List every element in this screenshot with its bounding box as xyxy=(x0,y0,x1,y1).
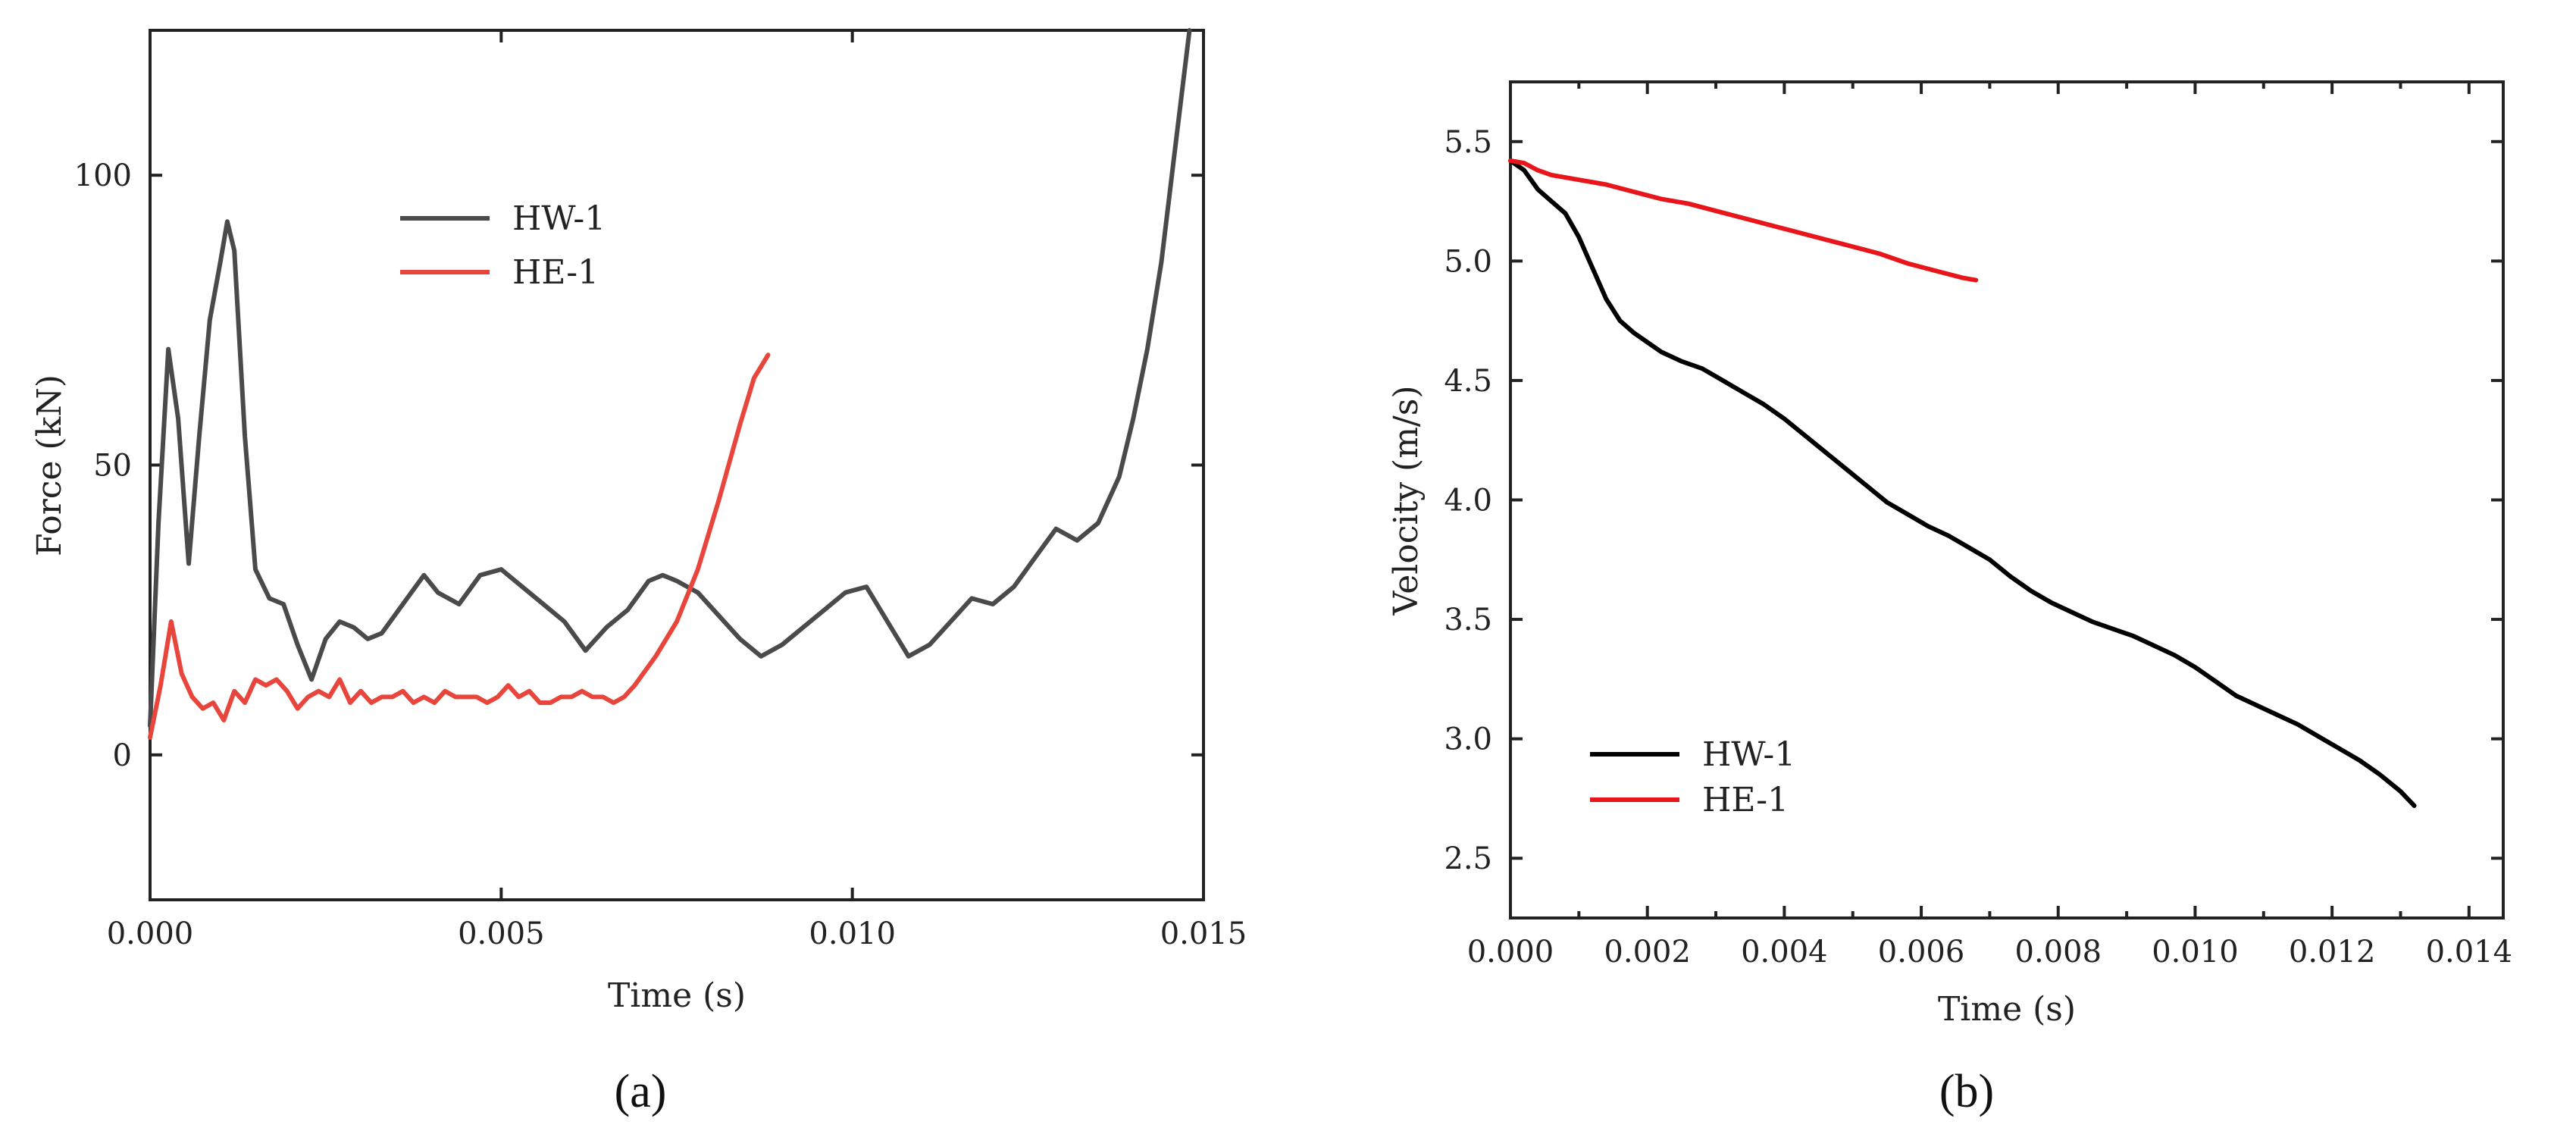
panel-b-y-tick-label: 3.0 xyxy=(1444,722,1492,757)
panel-a-y-axis-title: Force (kN) xyxy=(30,374,69,556)
panel-b-legend-label: HW-1 xyxy=(1702,735,1795,774)
panel-b-y-tick-label: 4.0 xyxy=(1444,484,1492,519)
panel-b-legend: HW-1 HE-1 xyxy=(1590,735,1795,819)
panel-a-legend-label: HW-1 xyxy=(512,199,606,238)
panel-a-series xyxy=(148,28,1192,740)
panel-b-y-tick-label: 4.5 xyxy=(1444,364,1492,399)
panel-b-x-tick-label: 0.014 xyxy=(2426,935,2513,970)
panel-a-ticks: 0.000 0.005 0.010 0.015 0 50 100 xyxy=(74,30,1247,951)
panel-b-x-tick-label: 0.006 xyxy=(1878,935,1965,970)
panel-a-chart: 0.000 0.005 0.010 0.015 0 50 100 HW-1 HE-1 Time… xyxy=(30,28,1247,1117)
panel-b-y-tick-label: 5.5 xyxy=(1444,125,1492,160)
panel-a-y-tick-label: 0 xyxy=(113,738,132,773)
panel-b-x-tick-label: 0.000 xyxy=(1467,935,1554,970)
panel-a-label: (a) xyxy=(615,1066,667,1117)
panel-b-x-tick-label: 0.012 xyxy=(2289,935,2376,970)
panel-a-x-axis-title: Time (s) xyxy=(608,976,746,1015)
panel-b-x-axis-title: Time (s) xyxy=(1938,990,2076,1029)
panel-a-legend: HW-1 HE-1 xyxy=(400,199,606,292)
panel-a-series-he-1 xyxy=(148,352,771,740)
panel-b-y-axis-title: Velocity (m/s) xyxy=(1387,385,1426,616)
panel-a-x-tick-label: 0.010 xyxy=(809,916,896,951)
panel-a-x-tick-label: 0.015 xyxy=(1160,916,1247,951)
panel-a-legend-label: HE-1 xyxy=(512,253,599,292)
panel-b-x-tick-label: 0.002 xyxy=(1604,935,1691,970)
panel-b-series-hw-1 xyxy=(1508,158,2417,808)
panel-b-y-tick-label: 3.5 xyxy=(1444,603,1492,638)
panel-b-series xyxy=(1508,158,2417,808)
panel-b-label: (b) xyxy=(1939,1066,1994,1117)
panel-b-chart: 0.000 0.002 0.004 0.006 0.008 0.010 0.012 0.014… xyxy=(1387,80,2512,1117)
panel-b-ticks: 0.000 0.002 0.004 0.006 0.008 0.010 0.012 0.014… xyxy=(1444,82,2512,970)
panel-b-legend-label: HE-1 xyxy=(1702,781,1789,819)
panel-a-series-hw-1 xyxy=(148,28,1192,728)
panel-b-x-tick-label: 0.008 xyxy=(2015,935,2102,970)
panel-b-y-tick-label: 2.5 xyxy=(1444,841,1492,876)
panel-b-x-tick-label: 0.010 xyxy=(2152,935,2239,970)
panel-b-series-he-1 xyxy=(1508,158,1979,283)
panel-a-x-tick-label: 0.000 xyxy=(107,916,194,951)
panel-a-x-tick-label: 0.005 xyxy=(458,916,545,951)
panel-a-y-tick-label: 50 xyxy=(93,449,132,484)
panel-b-x-tick-label: 0.004 xyxy=(1741,935,1828,970)
panel-a-y-tick-label: 100 xyxy=(74,158,132,193)
panel-b-y-tick-label: 5.0 xyxy=(1444,244,1492,279)
